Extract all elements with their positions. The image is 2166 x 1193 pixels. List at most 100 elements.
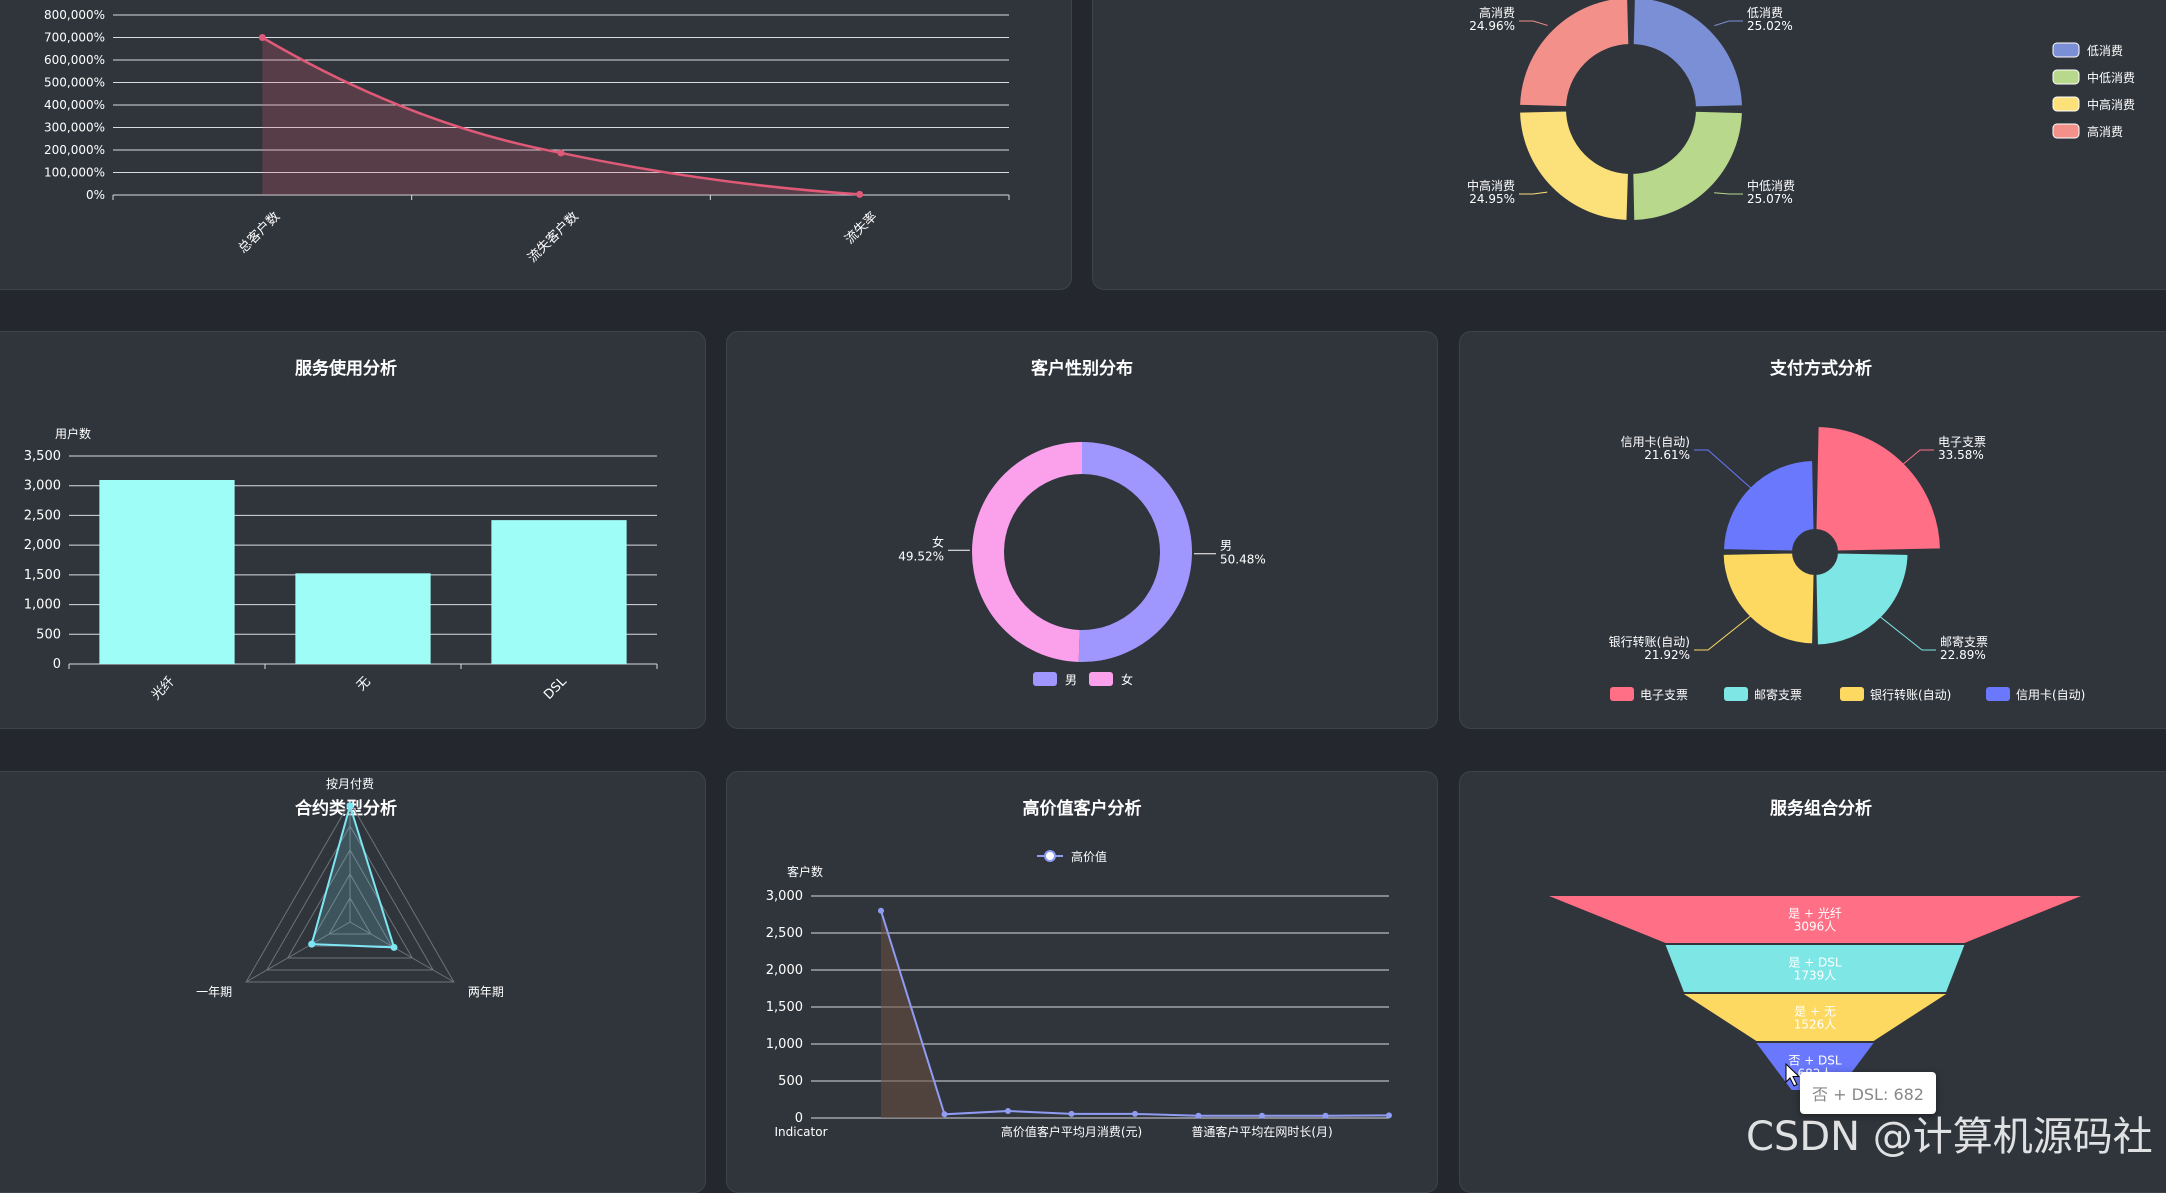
highvalue-ytick-label: 3,000 bbox=[766, 889, 803, 904]
highvalue-x-label: 高价值客户平均月消费(元) bbox=[1001, 1124, 1142, 1139]
churn-ytick-label: 0% bbox=[86, 188, 105, 202]
service-bar bbox=[295, 573, 431, 664]
churn-point bbox=[856, 190, 864, 198]
gender-slice bbox=[972, 442, 1082, 662]
highvalue-point bbox=[1259, 1112, 1265, 1119]
churn-area bbox=[262, 37, 860, 195]
contract-radar-axis bbox=[245, 921, 351, 983]
highvalue-legend-marker bbox=[1044, 850, 1056, 862]
payment-legend-swatch bbox=[1610, 687, 1634, 701]
service-bar bbox=[491, 520, 627, 664]
payment-legend-label: 银行转账(自动) bbox=[1870, 687, 1951, 702]
gender-slice bbox=[1078, 442, 1193, 662]
payment-slice bbox=[1814, 551, 1910, 647]
highvalue-ytick-label: 1,500 bbox=[766, 1000, 803, 1015]
service-ytick-label: 2,000 bbox=[24, 538, 61, 553]
payment-pct-label: 22.89% bbox=[1940, 648, 1986, 662]
consumption-label-line bbox=[1519, 191, 1548, 195]
churn-chart: 0% 100,000% 200,000% 300,000% 400,000% 500,00… bbox=[44, 8, 1010, 266]
combo-funnel-name: 是 + 无 bbox=[1794, 1005, 1836, 1019]
service-ytick-label: 3,500 bbox=[24, 449, 61, 464]
consumption-legend-swatch bbox=[2052, 96, 2080, 112]
contract-panel: 合约类型分析 按月付费 两年期 一年期 bbox=[0, 771, 706, 1193]
highvalue-line bbox=[880, 910, 1390, 1117]
service-ytick-label: 500 bbox=[36, 627, 61, 642]
highvalue-ylabel: 客户数 bbox=[787, 864, 823, 879]
consumption-slice bbox=[1631, 109, 1744, 222]
service-title: 服务使用分析 bbox=[295, 359, 397, 379]
payment-slice bbox=[1814, 425, 1942, 553]
contract-radar-grid bbox=[328, 896, 372, 935]
churn-ytick-label: 800,000% bbox=[44, 8, 105, 22]
highvalue-ytick-label: 2,000 bbox=[766, 963, 803, 978]
consumption-legend-swatch bbox=[2052, 42, 2080, 58]
payment-slice bbox=[1721, 551, 1816, 646]
highvalue-legend-label: 高价值 bbox=[1071, 849, 1107, 864]
payment-label-line bbox=[1694, 449, 1754, 491]
consumption-pct-label: 25.02% bbox=[1747, 19, 1793, 33]
consumption-legend-swatch bbox=[2052, 123, 2080, 139]
service-ytick-label: 2,500 bbox=[24, 508, 61, 523]
service-ytick-label: 3,000 bbox=[24, 479, 61, 494]
gender-name-label: 男 bbox=[1220, 539, 1232, 553]
contract-indicator-label: 两年期 bbox=[468, 985, 504, 999]
contract-radar-point bbox=[308, 940, 316, 948]
contract-radar-point bbox=[346, 802, 354, 810]
consumption-slice bbox=[1631, 0, 1744, 109]
payment-legend-label: 信用卡(自动) bbox=[2016, 688, 2085, 702]
churn-ytick-label: 200,000% bbox=[44, 143, 105, 157]
contract-radar-axis bbox=[349, 921, 455, 983]
highvalue-title: 高价值客户分析 bbox=[1022, 799, 1142, 819]
payment-chart: 电子支票33.58%邮寄支票22.89%银行转账(自动)21.92%信用卡(自动… bbox=[1609, 425, 2085, 702]
highvalue-ytick-label: 500 bbox=[778, 1074, 803, 1089]
payment-name-label: 银行转账(自动) bbox=[1609, 634, 1690, 649]
service-x-label: DSL bbox=[541, 674, 570, 703]
consumption-label-line bbox=[1519, 20, 1548, 26]
churn-x-label: 流失客户数 bbox=[525, 209, 582, 266]
service-ytick-label: 1,000 bbox=[24, 598, 61, 613]
gender-legend-label: 男 bbox=[1065, 673, 1077, 687]
payment-label-line bbox=[1878, 614, 1936, 651]
service-ytick-label: 0 bbox=[53, 657, 61, 672]
gender-name-label: 女 bbox=[932, 534, 944, 549]
gender-panel: 客户性别分布 男 50.48% 女 49.52% 男女 bbox=[726, 331, 1438, 729]
payment-label-line bbox=[1900, 449, 1934, 467]
service-bar bbox=[99, 480, 235, 664]
churn-x-label: 流失率 bbox=[842, 209, 881, 248]
payment-slice bbox=[1722, 459, 1816, 553]
churn-ytick-label: 700,000% bbox=[44, 31, 105, 45]
consumption-name-label: 低消费 bbox=[1747, 6, 1783, 20]
churn-point bbox=[557, 149, 565, 157]
contract-radar-grid bbox=[245, 800, 455, 983]
payment-legend-swatch bbox=[1986, 687, 2010, 701]
payment-name-label: 邮寄支票 bbox=[1940, 634, 1988, 649]
churn-panel: 0% 100,000% 200,000% 300,000% 400,000% 500,00… bbox=[0, 0, 1072, 290]
service-x-label: 无 bbox=[354, 674, 374, 694]
payment-panel: 支付方式分析 电子支票 33.58% 邮寄支票 22.89% 银行转账(自动) 21.92… bbox=[1459, 331, 2166, 729]
payment-label-line bbox=[1694, 614, 1753, 651]
highvalue-point bbox=[1005, 1107, 1011, 1114]
churn-ytick-label: 400,000% bbox=[44, 98, 105, 112]
churn-ytick-label: 100,000% bbox=[44, 166, 105, 180]
payment-title: 支付方式分析 bbox=[1770, 359, 1872, 379]
consumption-pct-label: 24.96% bbox=[1469, 19, 1515, 33]
consumption-legend-label: 低消费 bbox=[2087, 44, 2123, 58]
contract-radar-grid bbox=[265, 824, 435, 971]
combo-funnel-segment bbox=[1665, 945, 1965, 992]
gender-legend-swatch bbox=[1033, 672, 1057, 686]
gender-pct-label: 49.52% bbox=[898, 549, 944, 563]
consumption-legend-label: 中低消费 bbox=[2087, 70, 2135, 85]
payment-pct-label: 21.61% bbox=[1644, 448, 1690, 462]
payment-name-label: 电子支票 bbox=[1938, 435, 1986, 449]
consumption-slice bbox=[1518, 0, 1631, 109]
consumption-name-label: 中低消费 bbox=[1747, 178, 1795, 193]
highvalue-x-label: Indicator bbox=[774, 1125, 827, 1139]
highvalue-x-label: 普通客户平均在网时长(月) bbox=[1191, 1124, 1332, 1139]
consumption-label-line bbox=[1714, 20, 1743, 27]
service-ytick-label: 1,500 bbox=[24, 568, 61, 583]
highvalue-point bbox=[1068, 1110, 1075, 1117]
combo-panel: 服务组合分析 是 + 光纤 3096人是 + DSL 1739人是 + 无 1526人… bbox=[1459, 771, 2166, 1193]
gender-legend-label: 女 bbox=[1121, 672, 1133, 687]
combo-funnel-value: 1526人 bbox=[1794, 1018, 1837, 1032]
